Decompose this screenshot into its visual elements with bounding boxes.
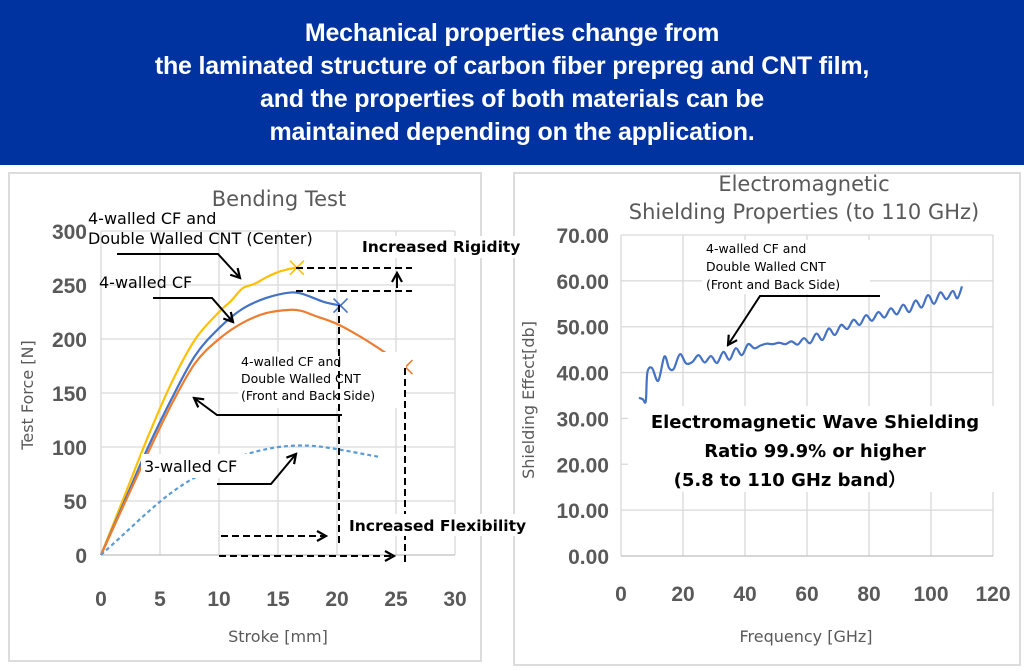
- center-series-label-line-2: Double Walled CNT (Center): [88, 229, 313, 248]
- em-callout-line-2: Ratio 99.9% or higher: [704, 441, 926, 462]
- em-chart-title-line-2: Shielding Properties (to 110 GHz): [629, 200, 980, 224]
- em-callout-line-3: (5.8 to 110 GHz band）: [674, 470, 907, 491]
- em-series-label-line-1: 4-walled CF and: [706, 241, 806, 256]
- x-tick-label: 25: [384, 588, 408, 611]
- x-tick-label: 5: [154, 588, 166, 611]
- y-tick-label: 250: [52, 275, 87, 298]
- series-end-marker-1: [332, 297, 349, 314]
- four-walled-cf-label: 4-walled CF: [99, 273, 192, 292]
- x-tick-label: 15: [266, 588, 290, 611]
- y-tick-label: 200: [52, 329, 87, 352]
- em-callout-line-1: Electromagnetic Wave Shielding: [651, 412, 979, 433]
- series-line-1: [99, 291, 341, 556]
- em-annotations: 4-walled CF and Double Walled CNT (Front…: [628, 240, 1000, 492]
- headline-line-2: the laminated structure of carbon fiber …: [154, 51, 870, 80]
- em-y-axis-label: Shielding Effect[db]: [519, 321, 538, 479]
- headline-line-3: and the properties of both materials can…: [260, 84, 764, 113]
- three-walled-cf-arrow-icon: [217, 454, 296, 485]
- x-tick-label: 80: [857, 583, 880, 606]
- series-line-3: [100, 444, 379, 556]
- y-tick-label: 300: [52, 221, 87, 244]
- increased-rigidity-label: Increased Rigidity: [362, 238, 520, 256]
- y-tick-label: 70.00: [556, 225, 609, 248]
- series-line-0: [99, 266, 298, 556]
- series-line-2: [99, 308, 407, 556]
- em-series-label-line-3: (Front and Back Side): [706, 277, 840, 292]
- bending-y-axis-label: Test Force [N]: [18, 340, 37, 450]
- x-tick-label: 20: [671, 583, 694, 606]
- y-tick-label: 20.00: [556, 454, 609, 477]
- y-tick-label: 50: [64, 491, 87, 514]
- flexibility-label-bg: [346, 514, 546, 536]
- x-tick-label: 120: [975, 583, 1010, 606]
- em-chart-title-line-1: Electromagnetic: [718, 172, 889, 196]
- increased-flexibility-label: Increased Flexibility: [349, 517, 526, 535]
- y-tick-label: 0: [75, 545, 87, 568]
- series-line-0: [638, 285, 964, 404]
- y-tick-label: 60.00: [556, 271, 609, 294]
- front-back-label-line-2: Double Walled CNT: [241, 371, 361, 386]
- front-back-label-line-1: 4-walled CF and: [241, 354, 341, 369]
- rigidity-label-bg: [360, 236, 540, 258]
- front-back-label-line-3: (Front and Back Side): [241, 388, 375, 403]
- y-tick-label: 0.00: [568, 546, 609, 569]
- headline-line-1: Mechanical properties change from: [304, 18, 720, 47]
- em-tick-labels: 0 20 40 60 80 100 120 0.00 10.00 20.00 30.00 40.00 5…: [556, 225, 1010, 606]
- front-back-arrow-icon: [194, 398, 342, 416]
- y-tick-label: 150: [52, 383, 87, 406]
- x-tick-label: 20: [325, 588, 348, 611]
- three-walled-label-bg: [141, 454, 259, 478]
- em-callout-bg: [628, 406, 1000, 492]
- headline-line-4: maintained depending on the application.: [269, 117, 755, 146]
- x-tick-label: 30: [443, 588, 466, 611]
- em-series: [638, 285, 964, 404]
- x-tick-label: 10: [207, 588, 230, 611]
- y-tick-label: 50.00: [556, 317, 609, 340]
- center-series-arrow-icon: [117, 253, 240, 278]
- x-tick-label: 40: [733, 583, 756, 606]
- x-tick-label: 0: [615, 583, 627, 606]
- three-walled-cf-label: 3-walled CF: [144, 457, 237, 476]
- page-header-banner: Mechanical properties change from the la…: [0, 0, 1024, 165]
- y-tick-label: 10.00: [556, 500, 609, 523]
- x-tick-label: 60: [795, 583, 818, 606]
- center-series-label-line-1: 4-walled CF and: [88, 209, 216, 228]
- y-tick-label: 40.00: [556, 363, 609, 386]
- front-back-label-bg: [238, 352, 406, 408]
- bending-chart-title: Bending Test: [212, 187, 346, 211]
- x-tick-label: 0: [95, 588, 107, 611]
- y-tick-label: 30.00: [556, 408, 609, 431]
- four-walled-cf-arrow-icon: [153, 297, 233, 322]
- bending-annotations: 4-walled CF and Double Walled CNT (Cente…: [88, 209, 546, 562]
- x-tick-label: 100: [913, 583, 948, 606]
- bending-x-axis-label: Stroke [mm]: [228, 627, 328, 646]
- y-tick-label: 100: [52, 437, 87, 460]
- em-x-axis-label: Frequency [GHz]: [739, 627, 872, 646]
- em-series-label-bg: [702, 240, 870, 294]
- em-series-label-line-2: Double Walled CNT: [706, 259, 826, 274]
- em-series-arrow-icon: [728, 295, 880, 345]
